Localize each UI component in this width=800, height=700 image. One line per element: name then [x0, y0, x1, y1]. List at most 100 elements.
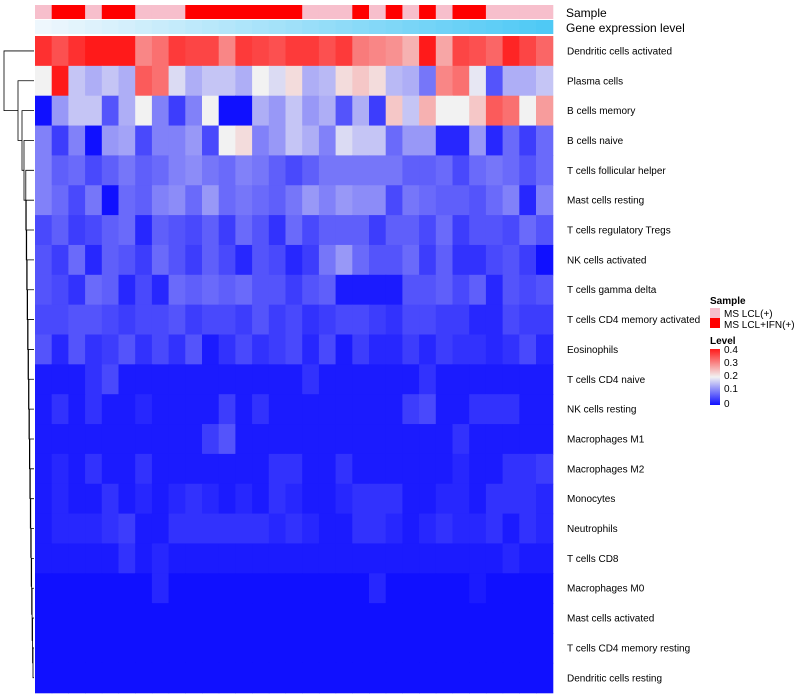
- heatmap-cell: [118, 95, 136, 127]
- heatmap-cell: [118, 573, 136, 604]
- row-label: T cells CD4 memory resting: [567, 643, 690, 654]
- heatmap-cell: [352, 633, 370, 664]
- heatmap-cell: [485, 633, 504, 664]
- heatmap-cell: [285, 334, 303, 365]
- heatmap-cell: [536, 36, 554, 67]
- gene-expression-annotation-cell: [469, 20, 487, 34]
- heatmap-cell: [385, 364, 403, 395]
- sample-legend-title: Sample: [710, 296, 746, 307]
- heatmap-cell: [185, 453, 203, 485]
- heatmap-cell: [419, 513, 437, 545]
- gene-expression-annotation-cell: [101, 20, 120, 34]
- heatmap-cell: [352, 394, 370, 425]
- row-label: T cells CD4 naive: [567, 375, 646, 386]
- heatmap-cell: [185, 274, 203, 306]
- heatmap-cell: [51, 274, 69, 306]
- heatmap-cell: [485, 95, 504, 127]
- heatmap-cell: [51, 424, 69, 455]
- heatmap-cell: [335, 394, 353, 425]
- heatmap-cell: [335, 573, 353, 604]
- heatmap-cell: [135, 65, 153, 97]
- heatmap-cell: [302, 453, 320, 485]
- heatmap-cell: [268, 334, 287, 365]
- heatmap-cell: [118, 633, 136, 664]
- heatmap-cell: [51, 573, 69, 604]
- heatmap-cell: [235, 453, 253, 485]
- heatmap-cell: [268, 543, 287, 574]
- heatmap-cell: [452, 662, 470, 694]
- heatmap-cell: [435, 215, 454, 246]
- heatmap-cell: [352, 125, 370, 156]
- heatmap-cell: [168, 633, 186, 664]
- heatmap-cell: [135, 394, 153, 425]
- gene-expression-annotation-cell: [352, 20, 370, 34]
- heatmap-cell: [151, 185, 170, 216]
- heatmap-cell: [202, 662, 220, 694]
- gene-expression-annotation-cell: [318, 20, 337, 34]
- heatmap-cell: [202, 513, 220, 545]
- heatmap-cell: [469, 155, 487, 186]
- heatmap-cell: [285, 453, 303, 485]
- sample-annotation-cell: [385, 5, 403, 19]
- heatmap-cell: [118, 36, 136, 67]
- heatmap-cell: [469, 483, 487, 515]
- heatmap-cell: [168, 65, 186, 97]
- heatmap-cell: [435, 155, 454, 186]
- heatmap-cell: [485, 334, 504, 365]
- heatmap-cell: [35, 95, 53, 127]
- heatmap-cell: [51, 36, 69, 67]
- heatmap-cell: [536, 364, 554, 395]
- heatmap-cell: [318, 125, 337, 156]
- heatmap-cell: [419, 483, 437, 515]
- heatmap-cell: [35, 543, 53, 574]
- heatmap-cell: [435, 36, 454, 67]
- heatmap-cell: [318, 65, 337, 97]
- heatmap-cell: [369, 424, 387, 455]
- heatmap-cell: [469, 633, 487, 664]
- heatmap-cell: [302, 334, 320, 365]
- heatmap-cell: [101, 274, 120, 306]
- dendrogram-branch: [32, 647, 34, 679]
- gene-expression-annotation-cell: [151, 20, 170, 34]
- heatmap-cell: [101, 364, 120, 395]
- heatmap-cell: [485, 483, 504, 515]
- heatmap-cell: [151, 95, 170, 127]
- heatmap-cell: [452, 364, 470, 395]
- heatmap-cell: [101, 573, 120, 604]
- heatmap-cell: [135, 603, 153, 634]
- heatmap-cell: [536, 453, 554, 485]
- heatmap-cell: [168, 274, 186, 306]
- heatmap-cell: [385, 573, 403, 604]
- heatmap-cell: [235, 244, 253, 276]
- heatmap-cell: [335, 424, 353, 455]
- heatmap-cell: [185, 424, 203, 455]
- heatmap-cell: [385, 65, 403, 97]
- level-tick-0-2: 0.2: [724, 371, 738, 382]
- heatmap-cell: [519, 304, 537, 336]
- heatmap-cell: [202, 364, 220, 395]
- heatmap-cell: [218, 543, 236, 574]
- heatmap-cell: [469, 364, 487, 395]
- heatmap-cell: [318, 662, 337, 694]
- heatmap-cell: [419, 334, 437, 365]
- level-color-bar: [710, 349, 720, 405]
- heatmap-cell: [135, 185, 153, 216]
- heatmap-cell: [285, 573, 303, 604]
- gene-expression-annotation-cell: [452, 20, 470, 34]
- heatmap-cell: [485, 155, 504, 186]
- heatmap-cell: [185, 95, 203, 127]
- heatmap-cell: [502, 453, 520, 485]
- heatmap-cell: [168, 513, 186, 545]
- heatmap-cell: [302, 633, 320, 664]
- heatmap-cell: [85, 453, 103, 485]
- heatmap-cell: [268, 483, 287, 515]
- heatmap-cell: [402, 334, 420, 365]
- heatmap-cell: [419, 573, 437, 604]
- heatmap-cell: [302, 185, 320, 216]
- sample-annotation-cell: [68, 5, 86, 19]
- row-label: Macrophages M0: [567, 584, 645, 595]
- heatmap-cell: [419, 185, 437, 216]
- heatmap-cell: [168, 424, 186, 455]
- heatmap-cell: [151, 65, 170, 97]
- heatmap-cell: [235, 125, 253, 156]
